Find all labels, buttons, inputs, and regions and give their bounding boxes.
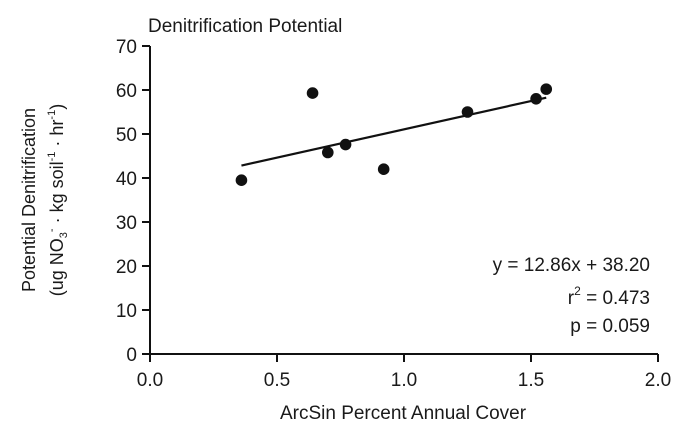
y-tick-label: 70 — [116, 37, 137, 58]
data-point — [322, 146, 334, 159]
data-point — [461, 106, 474, 118]
y-label-sup-neg1-a: -1 — [46, 152, 58, 162]
y-tick-label: 20 — [116, 257, 137, 278]
y-label-part-4: ) — [47, 104, 67, 110]
data-point — [540, 83, 553, 95]
x-axis: 0.0 0.5 1.0 1.5 2.0 — [137, 353, 671, 391]
x-tick-label: 0.5 — [264, 370, 290, 391]
y-tick-label: 50 — [116, 125, 137, 146]
y-tick-label: 40 — [116, 169, 137, 190]
trendline — [241, 96, 547, 167]
x-axis-label: ArcSin Percent Annual Cover — [280, 403, 527, 424]
y-tick-label: 10 — [116, 301, 137, 322]
y-tick-label: 30 — [116, 213, 137, 234]
y-axis-label-line1: Potential Denitrification — [19, 108, 39, 292]
r2-sup: 2 — [574, 284, 581, 298]
x-tick-label: 2.0 — [645, 370, 671, 391]
y-tick-label: 0 — [126, 345, 137, 366]
x-tick-label: 1.5 — [518, 370, 544, 391]
y-axis: 0 10 20 30 40 50 60 70 — [116, 37, 151, 366]
y-label-part-3: · hr — [47, 120, 67, 152]
data-point — [377, 163, 390, 175]
r-squared-label: r2 = 0.473 — [568, 284, 650, 309]
equation-label: y = 12.86x + 38.20 — [493, 255, 650, 276]
y-label-part-2: · kg soil — [47, 161, 67, 228]
data-points — [235, 83, 553, 186]
data-point — [306, 87, 319, 99]
data-point — [235, 174, 248, 186]
data-point — [339, 138, 352, 151]
p-value-label: p = 0.059 — [570, 316, 650, 337]
y-label-part-1: (ug NO — [47, 238, 67, 296]
y-tick-label: 60 — [116, 81, 137, 102]
y-label-sup-neg1-b: -1 — [46, 110, 58, 120]
x-tick-label: 1.0 — [391, 370, 417, 391]
y-label-sup-minus: - — [46, 228, 58, 232]
r2-prefix: r — [568, 288, 575, 309]
data-point — [530, 93, 542, 105]
y-axis-label-line2: (ug NO3- · kg soil-1 · hr-1) — [46, 104, 70, 296]
chart-title: Denitrification Potential — [148, 16, 342, 37]
x-tick-label: 0.0 — [137, 370, 163, 391]
r2-value: = 0.473 — [581, 288, 650, 309]
y-label-sub-3: 3 — [58, 232, 70, 238]
